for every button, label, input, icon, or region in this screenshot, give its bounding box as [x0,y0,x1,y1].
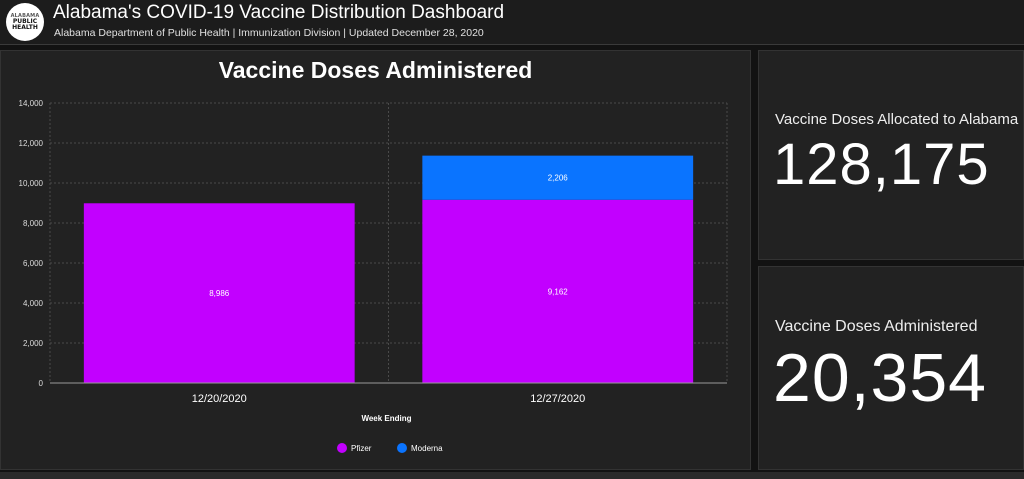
y-tick-label: 2,000 [23,339,44,348]
doses-administered-value: 20,354 [773,340,987,416]
doses-administered-label: Vaccine Doses Administered [775,318,978,335]
bottom-strip [0,472,1024,479]
y-tick-label: 0 [39,379,44,388]
y-tick-label: 10,000 [19,179,44,188]
logo-text-3: HEALTH [12,24,38,31]
legend-swatch-moderna[interactable] [397,443,407,453]
dashboard-title: Alabama's COVID-19 Vaccine Distribution … [53,2,505,23]
y-tick-label: 4,000 [23,299,44,308]
dashboard-header: ALABAMA PUBLIC HEALTH Alabama's COVID-19… [0,0,1024,45]
bar-pfizer[interactable] [422,199,694,383]
y-tick-label: 8,000 [23,219,44,228]
logo-text-2: PUBLIC [12,18,38,25]
x-axis-title: Week Ending [361,414,411,423]
dashboard-subtitle: Alabama Department of Public Health | Im… [54,27,484,39]
doses-allocated-card[interactable]: Vaccine Doses Allocated to Alabama 128,1… [758,50,1024,260]
doses-allocated-value: 128,175 [773,132,990,197]
bar-data-label: 9,162 [548,287,569,296]
bar-pfizer[interactable] [83,203,355,383]
bar-moderna[interactable] [422,155,694,200]
legend-label-moderna[interactable]: Moderna [411,444,443,453]
logo-text-1: ALABAMA [10,13,40,19]
bar-data-label: 2,206 [548,174,569,183]
y-tick-label: 14,000 [19,99,44,108]
doses-allocated-label: Vaccine Doses Allocated to Alabama [775,111,1019,128]
bar-data-label: 8,986 [209,289,230,298]
legend-swatch-pfizer[interactable] [337,443,347,453]
doses-chart-panel[interactable]: 0 2,000 4,000 6,000 8,000 10,000 12,000 14,000 8… [0,50,751,470]
x-tick-label: 12/27/2020 [530,393,585,405]
doses-bar-chart[interactable]: 0 2,000 4,000 6,000 8,000 10,000 12,000 14,000 8… [1,51,750,469]
adph-logo: ALABAMA PUBLIC HEALTH [6,3,44,41]
y-tick-label: 6,000 [23,259,44,268]
legend-label-pfizer[interactable]: Pfizer [351,444,372,453]
x-tick-label: 12/20/2020 [192,393,247,405]
chart-title: Vaccine Doses Administered [218,57,533,83]
doses-administered-card[interactable]: Vaccine Doses Administered 20,354 [758,266,1024,470]
y-tick-label: 12,000 [19,139,44,148]
